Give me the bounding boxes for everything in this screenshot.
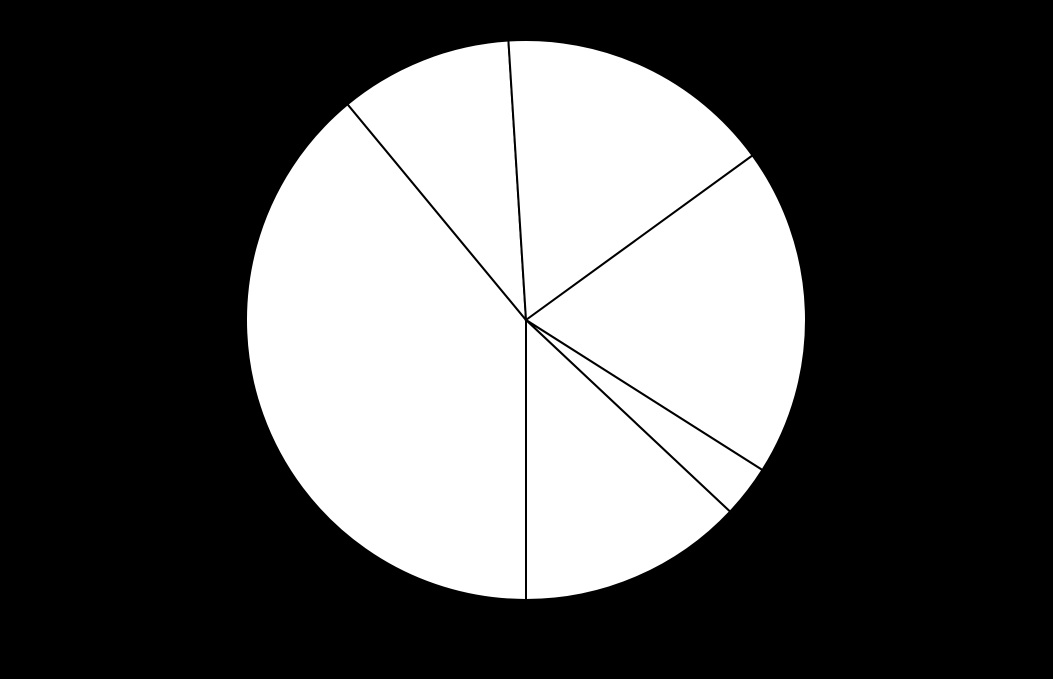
pie-chart xyxy=(0,0,1053,679)
pie-chart-container: 3%MD&AT xyxy=(0,0,1053,679)
